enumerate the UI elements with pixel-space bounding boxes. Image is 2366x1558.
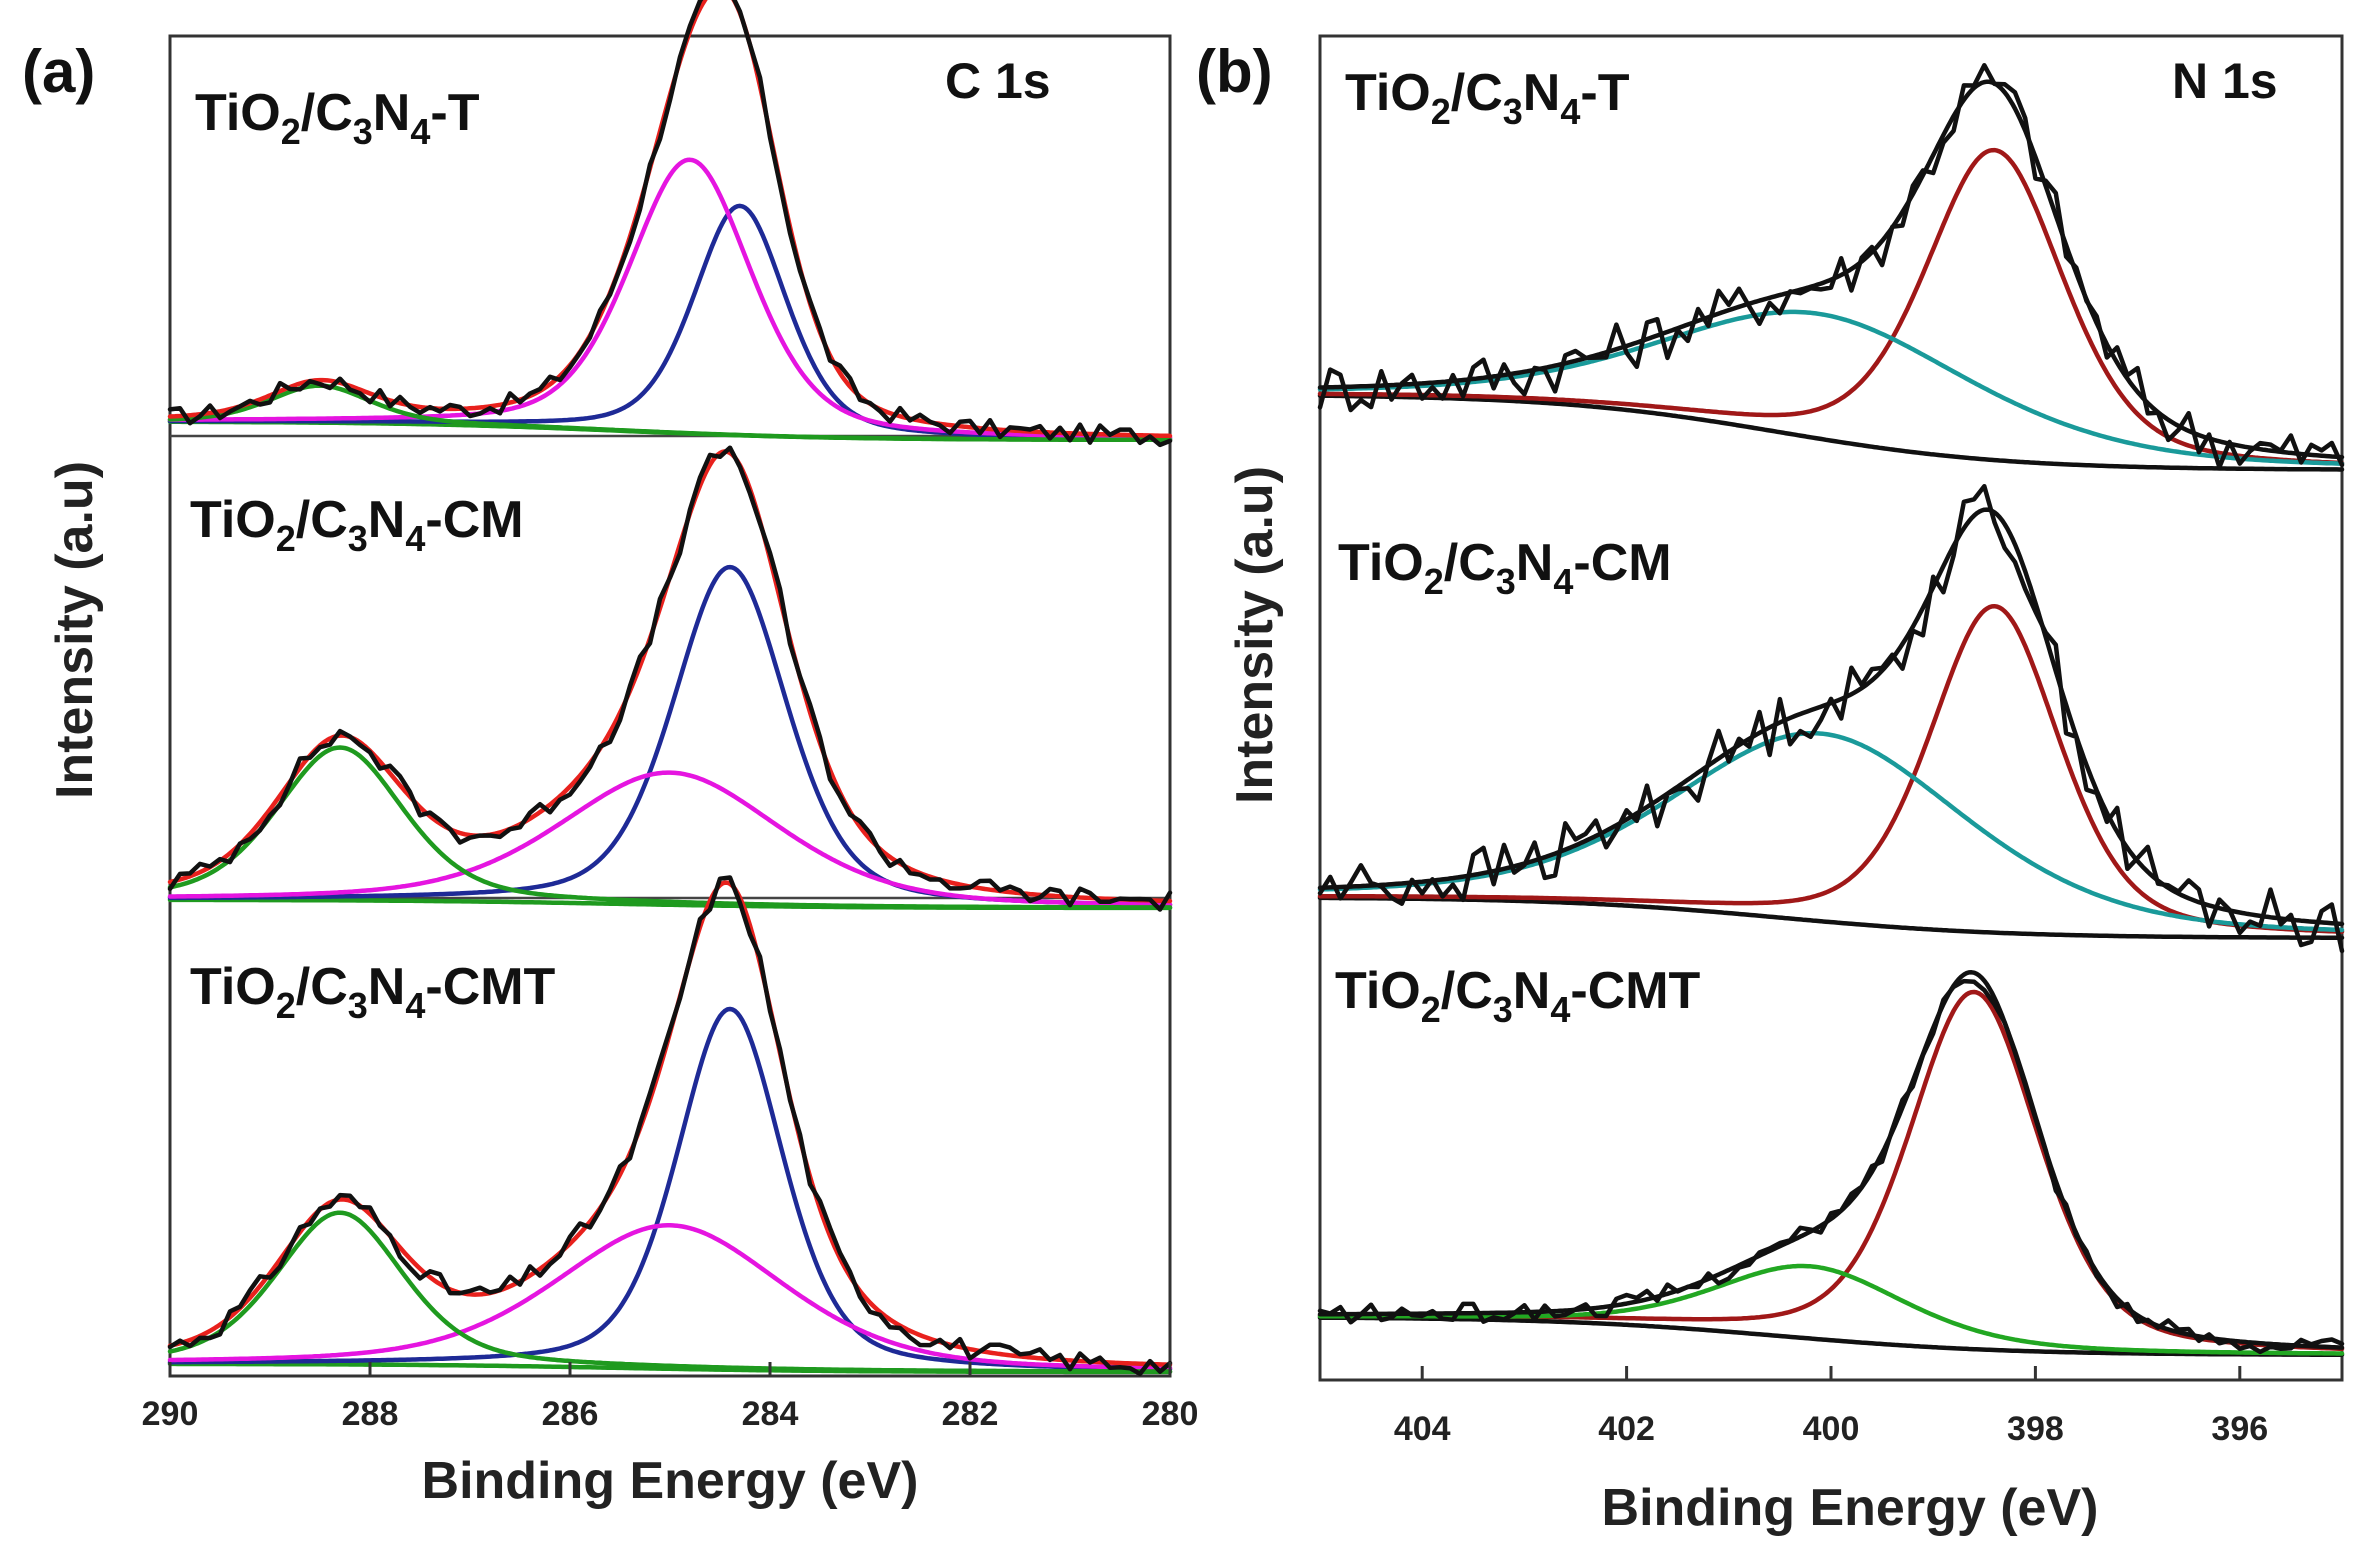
peak-n-c-n [167, 383, 1173, 443]
envelope-fit [167, 880, 1173, 1367]
panel-a-frame [168, 34, 1172, 1378]
peak-c-n-c-o [167, 157, 1173, 440]
panel-a-sample-label-cmt: TiO2/C3N4-CMT [190, 958, 556, 1026]
peak-n-c-n [167, 1210, 1173, 1374]
peak-c-n-c-o [167, 1223, 1173, 1371]
background-line [1317, 895, 2345, 940]
panel-a-x-axis-title: Binding Energy (eV) [422, 1452, 919, 1510]
panel-b-sample-label-t: TiO2/C3N4-T [1345, 64, 1630, 132]
panel-b-letter: (b) [1196, 38, 1273, 105]
panel-b-y-axis-title: Intensity (a.u) [1226, 466, 1284, 804]
panel-b-x-axis-title: Binding Energy (eV) [1602, 1479, 2099, 1537]
x-tick-label: 284 [742, 1395, 799, 1433]
background-line [1317, 393, 2345, 472]
raw-spectrum [167, 875, 1173, 1377]
x-tick-label: 404 [1394, 1410, 1451, 1448]
panel-a-sample-label-t: TiO2/C3N4-T [195, 84, 480, 152]
peak-c-n-c-o [167, 770, 1173, 907]
peak-c-c [167, 203, 1173, 441]
raw-spectrum [1317, 62, 2345, 470]
x-tick-label: 280 [1142, 1395, 1199, 1433]
raw-spectrum [1317, 978, 2345, 1355]
peak-c-n-c [1317, 989, 2345, 1352]
panel-n1s: (b) N 1s 404 402 400 398 396 TiO2/C3N4-T TiO… [1196, 34, 2345, 1537]
panel-b-sample-label-cm: TiO2/C3N4-CM [1338, 534, 1672, 602]
panel-b-frame [1318, 34, 2344, 1382]
panel-a-core-level: C 1s [945, 53, 1051, 109]
peak-c-n-c [1317, 603, 2345, 934]
x-tick-label: 402 [1598, 1410, 1655, 1448]
panel-b-x-ticks: 404 402 400 398 396 [1394, 1366, 2268, 1448]
x-tick-label: 400 [1803, 1410, 1860, 1448]
panel-a-y-axis-title: Intensity (a.u) [46, 461, 104, 799]
x-tick-label: 290 [142, 1395, 199, 1433]
panel-b-sample-label-cmt: TiO2/C3N4-CMT [1335, 962, 1701, 1030]
x-tick-label: 398 [2007, 1410, 2064, 1448]
panel-b-curves [1317, 62, 2345, 1357]
raw-spectrum [167, 445, 1173, 912]
panel-c1s: (a) C 1s 290 288 286 284 282 280 TiO2/C3N4-T … [22, 0, 1198, 1510]
peak-n-c-n [167, 745, 1173, 910]
panel-a-curves [167, 0, 1173, 1377]
raw-spectrum [1317, 483, 2345, 954]
x-tick-label: 286 [542, 1395, 599, 1433]
x-tick-label: 282 [942, 1395, 999, 1433]
panel-a-sample-label-cm: TiO2/C3N4-CM [190, 491, 524, 559]
peak-c-c [167, 564, 1173, 908]
panel-a-letter: (a) [22, 38, 95, 105]
x-tick-label: 396 [2211, 1410, 2268, 1448]
x-tick-label: 288 [342, 1395, 399, 1433]
peak-c-c [167, 1006, 1173, 1372]
envelope-fit [1317, 970, 2345, 1350]
panel-b-core-level: N 1s [2172, 53, 2278, 109]
raw-spectrum [167, 0, 1173, 448]
panel-a-x-ticks: 290 288 286 284 282 280 [142, 1362, 1199, 1433]
